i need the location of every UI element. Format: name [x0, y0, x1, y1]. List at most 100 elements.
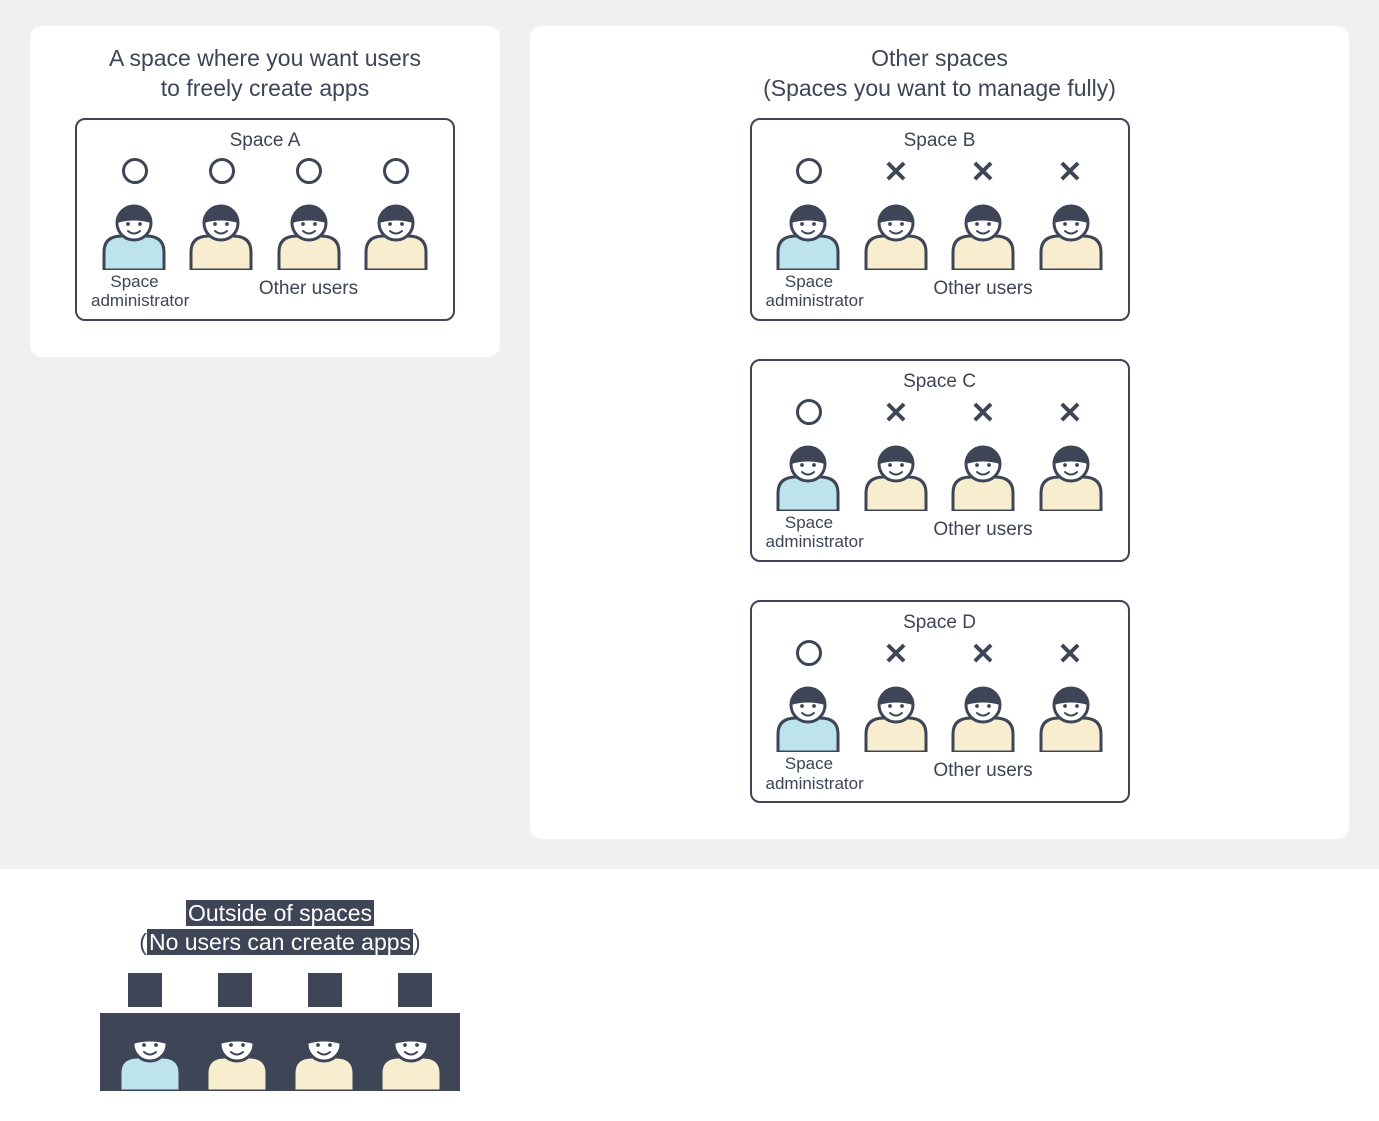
person-icon [769, 674, 847, 752]
title-line1: A space where you want users [109, 45, 421, 71]
others-label: Other users [853, 272, 1114, 311]
people-row [766, 674, 1114, 752]
person-icon [1032, 192, 1110, 270]
user-person-icon [944, 433, 1022, 511]
denied-mark-icon: ✕ [943, 640, 1023, 670]
right-panel: Other spaces (Spaces you want to manage … [530, 26, 1349, 839]
outside-title: Outside of spaces (No users can create a… [100, 899, 460, 957]
marker-row [91, 158, 439, 188]
outside-title-mid: No users can create apps [147, 929, 413, 955]
admin-label: Spaceadministrator [766, 513, 853, 552]
denied-mark-icon: ✕ [943, 158, 1023, 188]
person-icon [944, 192, 1022, 270]
person-icon [95, 192, 173, 270]
lower-region: Outside of spaces (No users can create a… [0, 869, 1379, 1121]
allowed-mark-icon [182, 158, 262, 188]
space-name: Space C [766, 371, 1114, 393]
denied-mark-icon: ✕ [943, 399, 1023, 429]
admin-person-icon [769, 192, 847, 270]
denied-mark-icon: ✕ [1030, 399, 1110, 429]
title-line2: (Spaces you want to manage fully) [763, 75, 1116, 101]
allowed-mark-icon [769, 399, 849, 429]
people-row [766, 433, 1114, 511]
right-spaces-row: Space B✕✕✕ [550, 118, 1329, 817]
title-line1: Other spaces [871, 45, 1008, 71]
admin-person-icon [769, 433, 847, 511]
space-box: Space B✕✕✕ [750, 118, 1130, 321]
person-icon [857, 192, 935, 270]
person-icon [944, 674, 1022, 752]
space-name: Space A [91, 130, 439, 152]
space-name: Space B [766, 130, 1114, 152]
admin-label: Spaceadministrator [91, 272, 178, 311]
user-person-icon [944, 674, 1022, 752]
others-label: Other users [853, 754, 1114, 793]
allowed-mark-icon [769, 158, 849, 188]
person-icon [285, 1019, 363, 1091]
admin-label: Spaceadministrator [766, 754, 853, 793]
user-person-icon [198, 1019, 276, 1091]
user-person-icon [372, 1019, 450, 1091]
person-icon [198, 1019, 276, 1091]
outside-title-pre: ( [139, 929, 147, 955]
user-person-icon [182, 192, 260, 270]
person-icon [270, 192, 348, 270]
admin-person-icon [95, 192, 173, 270]
role-row: SpaceadministratorOther users [766, 513, 1114, 552]
outside-title-line1: Outside of spaces [186, 900, 374, 926]
user-person-icon [1032, 674, 1110, 752]
denied-mark-icon: ✕ [1030, 640, 1110, 670]
marker-row: ✕✕✕ [766, 158, 1114, 188]
user-person-icon [1032, 192, 1110, 270]
people-row [91, 192, 439, 270]
allowed-mark-icon [95, 158, 175, 188]
person-icon [769, 433, 847, 511]
marker-row: ✕✕✕ [766, 399, 1114, 429]
user-person-icon [270, 192, 348, 270]
outside-box: Outside of spaces (No users can create a… [100, 899, 460, 1091]
space-box: Space C✕✕✕ [750, 359, 1130, 562]
space-box: Space D✕✕✕ [750, 600, 1130, 803]
space-box: Space A [75, 118, 455, 321]
right-panel-title: Other spaces (Spaces you want to manage … [550, 44, 1329, 104]
admin-label: Spaceadministrator [766, 272, 853, 311]
others-label: Other users [178, 272, 439, 311]
admin-person-icon [111, 1019, 189, 1091]
others-label: Other users [853, 513, 1114, 552]
role-row: SpaceadministratorOther users [766, 754, 1114, 793]
person-icon [357, 192, 435, 270]
role-row: SpaceadministratorOther users [766, 272, 1114, 311]
denied-mark-icon: ✕ [856, 158, 936, 188]
person-icon [182, 192, 260, 270]
blocked-mark-icon [105, 973, 185, 1007]
person-icon [1032, 674, 1110, 752]
denied-mark-icon: ✕ [856, 640, 936, 670]
person-icon [1032, 433, 1110, 511]
person-icon [857, 674, 935, 752]
person-icon [857, 433, 935, 511]
user-person-icon [857, 192, 935, 270]
person-icon [944, 433, 1022, 511]
blocked-mark-icon [285, 973, 365, 1007]
allowed-mark-icon [356, 158, 436, 188]
user-person-icon [285, 1019, 363, 1091]
user-person-icon [857, 674, 935, 752]
title-line2: to freely create apps [161, 75, 369, 101]
person-icon [769, 192, 847, 270]
person-icon [372, 1019, 450, 1091]
user-person-icon [944, 192, 1022, 270]
people-row [766, 192, 1114, 270]
denied-mark-icon: ✕ [1030, 158, 1110, 188]
space-name: Space D [766, 612, 1114, 634]
blocked-mark-icon [375, 973, 455, 1007]
left-panel: A space where you want users to freely c… [30, 26, 500, 357]
allowed-mark-icon [269, 158, 349, 188]
user-person-icon [357, 192, 435, 270]
left-panel-title: A space where you want users to freely c… [50, 44, 480, 104]
allowed-mark-icon [769, 640, 849, 670]
admin-person-icon [769, 674, 847, 752]
denied-mark-icon: ✕ [856, 399, 936, 429]
marker-row: ✕✕✕ [766, 640, 1114, 670]
upper-region: A space where you want users to freely c… [0, 0, 1379, 869]
outside-title-post: ) [413, 929, 421, 955]
